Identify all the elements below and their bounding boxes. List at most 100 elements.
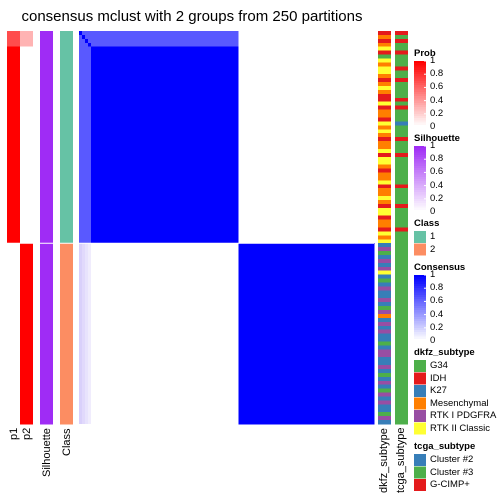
silhouette-cell: [40, 105, 53, 110]
tcga-subtype-cell: [395, 78, 408, 83]
consensus-cell: [238, 286, 375, 291]
consensus-cell: [90, 137, 239, 142]
consensus-cell: [90, 133, 239, 138]
consensus-cell: [90, 50, 239, 55]
class-cell: [60, 74, 73, 79]
consensus-cell: [90, 168, 239, 173]
silhouette-gradient-swatch: [414, 154, 426, 158]
consensus-cell: [87, 38, 239, 44]
p2-cell: [20, 298, 33, 303]
tcga-subtype-cell: [395, 148, 408, 154]
consensus-cell: [238, 368, 375, 374]
silhouette-gradient-swatch: [414, 194, 426, 197]
p1-cell: [7, 361, 20, 366]
consensus-cell: [79, 274, 239, 279]
p1-cell: [7, 231, 20, 236]
p2-cell: [20, 188, 33, 193]
silhouette-gradient-swatch: [414, 190, 426, 193]
prob-gradient-swatch: [414, 124, 426, 128]
silhouette-gradient-swatch: [414, 183, 426, 186]
tcga-subtype-cell: [395, 184, 408, 189]
dkfz-subtype-cell: [378, 42, 391, 48]
consensus-cell: [79, 207, 92, 213]
p1-cell: [7, 160, 20, 165]
silhouette-cell: [40, 337, 53, 342]
p2-cell: [20, 203, 33, 209]
class-cell: [60, 416, 73, 421]
silhouette-cell: [40, 211, 53, 217]
consensus-gradient-swatch: [414, 310, 426, 313]
silhouette-cell: [40, 196, 53, 201]
silhouette-cell: [40, 266, 53, 272]
consensus-cell: [79, 219, 92, 224]
dkfz-subtype-cell: [378, 231, 391, 236]
class-cell: [60, 372, 73, 378]
tcga-subtype-cell: [395, 113, 408, 118]
consensus-tick-label: 1: [430, 269, 436, 280]
dkfz-subtype-cell: [378, 152, 391, 158]
p2-cell: [20, 219, 33, 224]
dkfz-subtype-cell: [378, 78, 391, 83]
p1-cell: [7, 46, 20, 51]
prob-gradient-swatch: [414, 65, 426, 68]
silhouette-cell: [40, 31, 53, 36]
tcga-subtype-cell: [395, 357, 408, 362]
silhouette-gradient-swatch: [414, 172, 426, 175]
prob-gradient-swatch: [414, 122, 426, 126]
tcga-subtype-cell: [395, 258, 408, 264]
p1-cell: [7, 337, 20, 342]
consensus-cell: [79, 62, 92, 67]
dkfz-subtype-cell: [378, 420, 391, 425]
consensus-cell: [90, 223, 239, 228]
class-cell: [60, 345, 73, 350]
p1-cell: [7, 412, 20, 417]
class-cell: [60, 129, 73, 134]
dkfz-subtype-cell: [378, 274, 391, 279]
class-swatch: [414, 231, 426, 243]
consensus-cell: [238, 302, 375, 307]
p1-cell: [7, 262, 20, 268]
class-cell: [60, 141, 73, 146]
consensus-cell: [79, 306, 239, 311]
prob-tick-label: 1: [430, 55, 436, 66]
consensus-gradient-swatch: [414, 325, 426, 329]
silhouette-gradient-swatch: [414, 168, 426, 171]
consensus-gradient-swatch: [414, 336, 426, 340]
consensus-cell: [238, 196, 375, 201]
consensus-cell: [238, 168, 375, 173]
consensus-cell: [238, 404, 375, 409]
p1-cell: [7, 290, 20, 295]
silhouette-cell: [40, 282, 53, 287]
tcga-subtype-cell: [395, 101, 408, 106]
consensus-cell: [90, 211, 239, 217]
p1-cell: [7, 137, 20, 142]
consensus-cell: [79, 129, 92, 134]
p2-cell: [20, 321, 33, 327]
consensus-cell: [238, 188, 375, 193]
silhouette-gradient-swatch: [414, 165, 426, 169]
tcga-subtype-cell: [395, 105, 408, 110]
consensus-cell: [90, 180, 239, 185]
silhouette-cell: [40, 78, 53, 83]
consensus-cell: [238, 203, 375, 209]
dkfz-subtype-cell: [378, 156, 391, 161]
silhouette-cell: [40, 141, 53, 146]
dkfz-subtype-cell: [378, 38, 391, 44]
silhouette-cell: [40, 294, 53, 299]
consensus-cell: [79, 404, 239, 409]
consensus-cell: [79, 400, 239, 405]
consensus-cell: [238, 219, 375, 224]
dkfz-subtype-cell: [378, 258, 391, 264]
consensus-cell: [238, 384, 375, 389]
consensus-cell: [238, 62, 375, 67]
p2-cell: [20, 82, 33, 87]
dkfz-subtype-cell: [378, 388, 391, 393]
consensus-cell: [238, 270, 375, 275]
class-cell: [60, 199, 73, 205]
silhouette-cell: [40, 396, 53, 401]
tcga-subtype-cell: [395, 86, 408, 91]
consensus-cell: [79, 412, 239, 417]
dkfz-subtype-cell: [378, 341, 391, 346]
p2-cell: [20, 164, 33, 169]
silhouette-cell: [40, 372, 53, 378]
